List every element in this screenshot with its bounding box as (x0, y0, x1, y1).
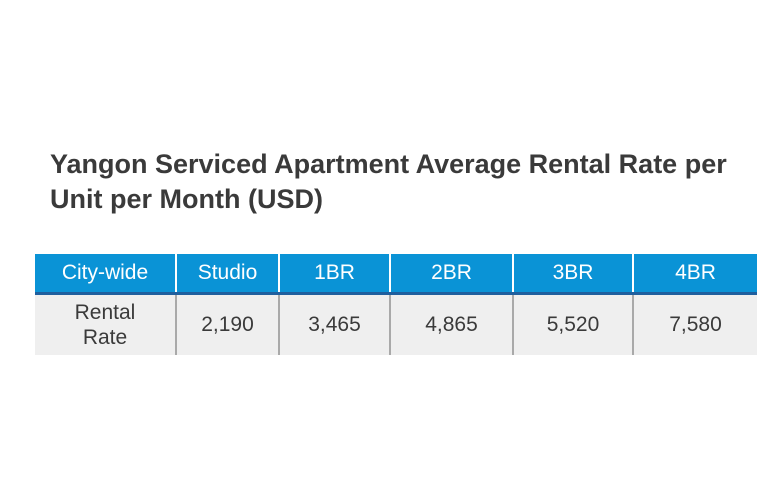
rental-rate-table: City-wide Studio 1BR 2BR 3BR 4BR Rental … (35, 254, 757, 355)
cell-2br-rate: 4,865 (389, 293, 513, 355)
column-header-2br: 2BR (389, 254, 513, 295)
column-header-city-wide: City-wide (35, 254, 176, 295)
cell-studio-rate: 2,190 (175, 293, 279, 355)
table-row: Rental Rate 2,190 3,465 4,865 5,520 7,58… (35, 293, 757, 355)
cell-1br-rate: 3,465 (278, 293, 390, 355)
cell-4br-rate: 7,580 (632, 293, 757, 355)
column-header-1br: 1BR (278, 254, 390, 295)
page-title: Yangon Serviced Apartment Average Rental… (50, 149, 727, 214)
table-header-row: City-wide Studio 1BR 2BR 3BR 4BR (35, 254, 757, 295)
column-header-4br: 4BR (632, 254, 757, 295)
cell-3br-rate: 5,520 (512, 293, 633, 355)
column-header-studio: Studio (175, 254, 279, 295)
row-label-rental-rate: Rental Rate (74, 301, 136, 349)
column-header-3br: 3BR (512, 254, 633, 295)
row-label-cell: Rental Rate (35, 293, 176, 355)
